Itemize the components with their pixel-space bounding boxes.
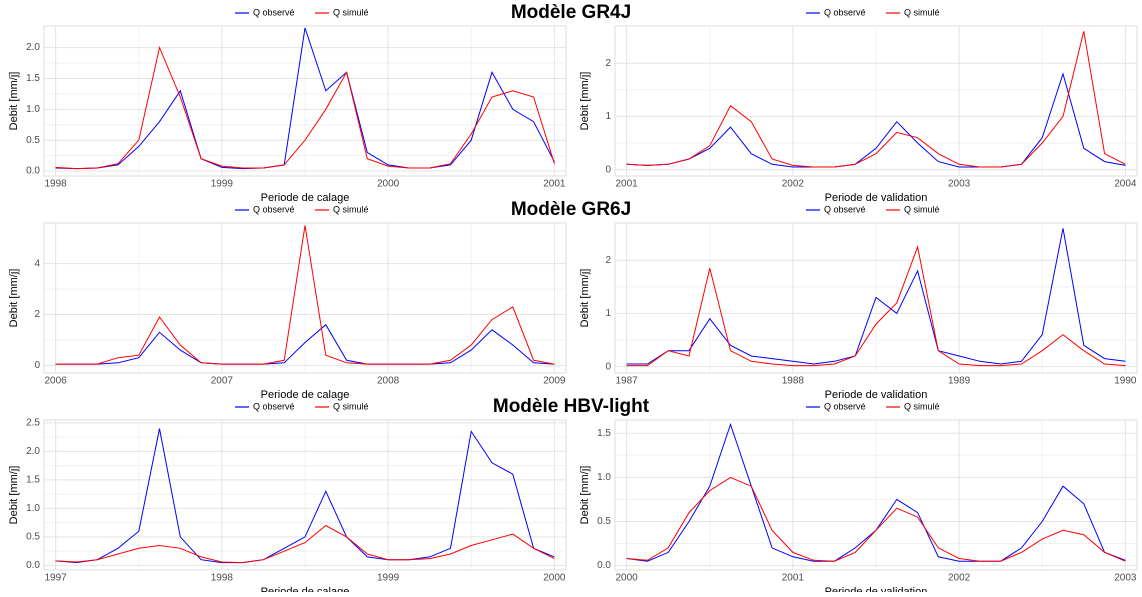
x-axis-label: Periode de calage [261, 389, 350, 401]
y-tick-label: 0.0 [26, 166, 40, 177]
x-tick-label: 2008 [377, 376, 400, 387]
y-tick-label: 0.0 [597, 560, 611, 571]
x-tick-label: 1987 [616, 376, 639, 387]
x-tick-label: 2006 [45, 376, 68, 387]
series-line [626, 245, 1126, 367]
y-tick-label: 0.5 [597, 516, 611, 527]
series-line [55, 27, 555, 170]
y-tick-label: 0.0 [26, 560, 40, 571]
x-tick-label: 2002 [948, 573, 971, 584]
x-tick-label: 1997 [45, 573, 68, 584]
legend-label: Q simulé [904, 7, 940, 17]
y-tick-label: 1.0 [26, 104, 40, 115]
chart-title: Modèle GR4J [511, 2, 631, 23]
y-tick-label: 1 [605, 111, 611, 122]
y-tick-label: 2.5 [26, 417, 40, 428]
x-tick-label: 1998 [45, 179, 68, 190]
series-line [626, 228, 1126, 365]
series-line [55, 225, 555, 365]
y-axis-label: Debit [mm/j] [8, 72, 20, 131]
y-tick-label: 0 [605, 164, 611, 175]
legend-label: Q simulé [333, 204, 369, 214]
x-tick-label: 2001 [616, 179, 639, 190]
y-tick-label: 0.5 [26, 532, 40, 543]
y-tick-label: 0.5 [26, 135, 40, 146]
x-tick-label: 2000 [543, 573, 566, 584]
y-tick-label: 1.5 [26, 73, 40, 84]
x-tick-label: 2000 [377, 179, 400, 190]
x-axis-label: Periode de calage [261, 586, 350, 592]
x-tick-label: 2002 [782, 179, 805, 190]
y-tick-label: 2.0 [26, 446, 40, 457]
y-tick-label: 0 [605, 361, 611, 372]
y-tick-label: 2 [605, 58, 611, 69]
y-tick-label: 1 [605, 308, 611, 319]
x-tick-label: 1989 [948, 376, 971, 387]
x-axis-label: Periode de validation [825, 192, 928, 204]
x-tick-label: 1998 [211, 573, 234, 584]
y-tick-label: 1.5 [26, 475, 40, 486]
y-axis-label: Debit [mm/j] [8, 269, 20, 328]
x-tick-label: 2000 [616, 573, 639, 584]
x-tick-label: 2007 [211, 376, 234, 387]
legend-label: Q simulé [904, 204, 940, 214]
legend-label: Q observé [253, 401, 295, 411]
y-tick-label: 1.0 [597, 472, 611, 483]
legend-label: Q simulé [333, 7, 369, 17]
y-tick-label: 2.0 [26, 42, 40, 53]
y-tick-label: 1.0 [26, 503, 40, 514]
x-tick-label: 1999 [211, 179, 234, 190]
chart-title: Modèle GR6J [511, 199, 631, 220]
x-tick-label: 1988 [782, 376, 805, 387]
legend-label: Q observé [253, 7, 295, 17]
series-line [55, 323, 555, 365]
y-tick-label: 1.5 [597, 428, 611, 439]
series-line [55, 428, 555, 564]
x-tick-label: 1990 [1114, 376, 1137, 387]
y-tick-label: 2 [605, 255, 611, 266]
x-tick-label: 2001 [782, 573, 805, 584]
legend-label: Q simulé [333, 401, 369, 411]
y-tick-label: 4 [34, 258, 40, 269]
legend-label: Q observé [824, 401, 866, 411]
y-tick-label: 0 [34, 360, 40, 371]
x-tick-label: 2004 [1114, 179, 1137, 190]
legend-label: Q observé [253, 204, 295, 214]
x-tick-label: 2001 [543, 179, 566, 190]
x-tick-label: 2003 [948, 179, 971, 190]
y-tick-label: 2 [34, 309, 40, 320]
x-axis-label: Periode de validation [825, 586, 928, 592]
legend-label: Q observé [824, 7, 866, 17]
y-axis-label: Debit [mm/j] [579, 72, 591, 131]
x-tick-label: 2003 [1114, 573, 1137, 584]
legend-label: Q observé [824, 204, 866, 214]
y-axis-label: Debit [mm/j] [579, 269, 591, 328]
x-tick-label: 2009 [543, 376, 566, 387]
series-line [55, 524, 555, 564]
series-line [626, 72, 1126, 168]
legend-label: Q simulé [904, 401, 940, 411]
chart-title: Modèle HBV-light [493, 396, 650, 417]
x-tick-label: 1999 [377, 573, 400, 584]
series-line [626, 476, 1126, 562]
series-line [626, 31, 1126, 168]
y-axis-label: Debit [mm/j] [579, 466, 591, 525]
series-line [55, 45, 555, 170]
y-axis-label: Debit [mm/j] [8, 466, 20, 525]
x-axis-label: Periode de calage [261, 192, 350, 204]
x-axis-label: Periode de validation [825, 389, 928, 401]
